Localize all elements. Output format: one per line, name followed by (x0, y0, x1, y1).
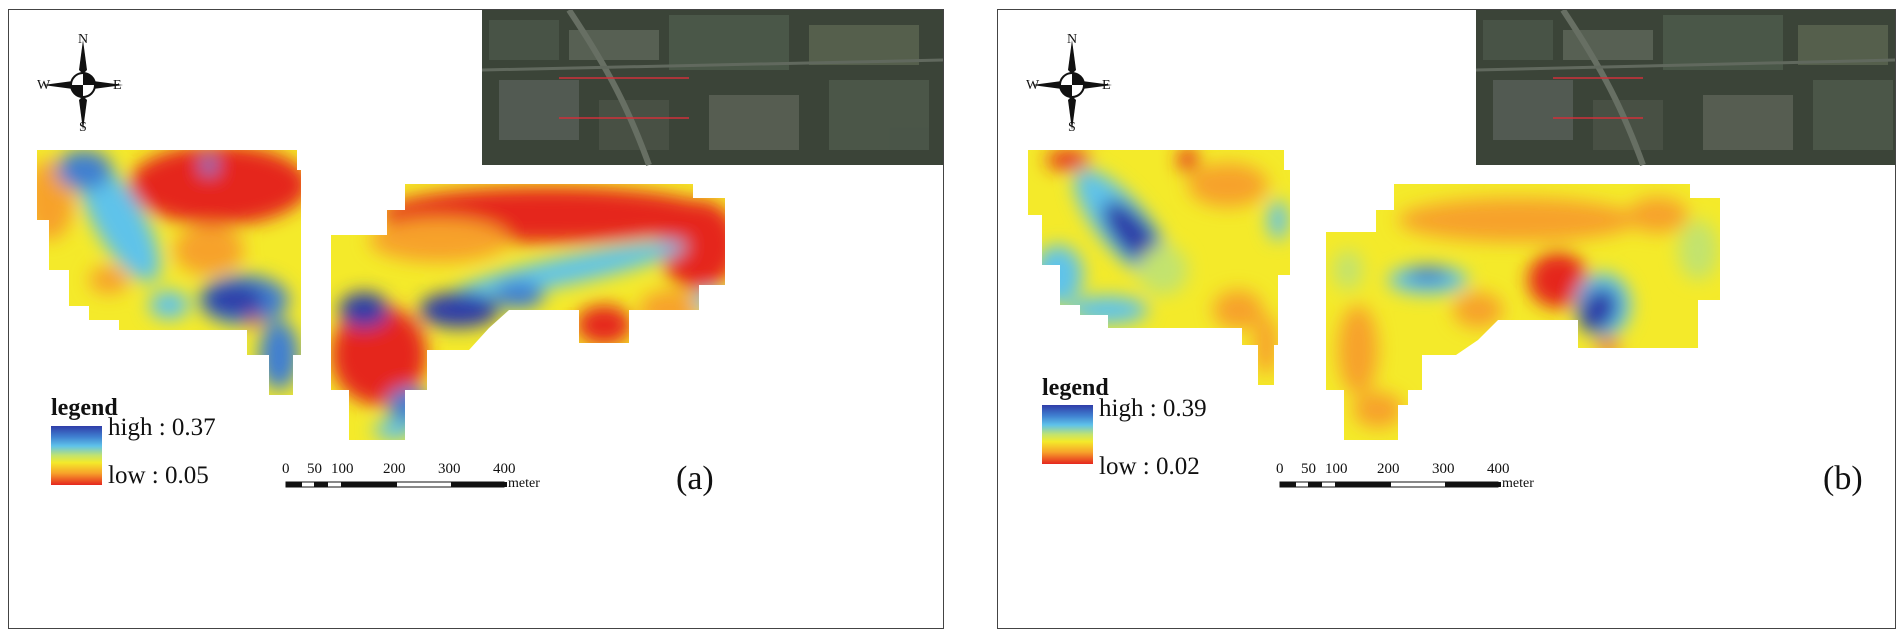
scale-tick-b: 400 (1487, 461, 1510, 477)
heatmap-b (1028, 10, 1895, 488)
compass-rose-a (43, 40, 123, 130)
legend-low-label-b: low : 0.02 (1099, 453, 1200, 480)
compass-rose-b (1032, 40, 1112, 130)
scale-tick-a: 0 (282, 461, 290, 477)
scale-tick-a: 50 (307, 461, 322, 477)
heatmap-a (37, 10, 943, 488)
scale-unit-a: meter (508, 476, 540, 491)
scale-tick-a: 100 (331, 461, 354, 477)
map-panel-a: N S W E legend high : 0.37 low : 0.05 0 … (8, 9, 944, 629)
heatmap-a-east-section (331, 184, 725, 440)
legend-gradient-b (1042, 405, 1093, 464)
compass-south-label-a: S (79, 120, 87, 135)
compass-east-label-b: E (1102, 78, 1111, 93)
legend-low-label-a: low : 0.05 (108, 462, 209, 489)
scale-bar-a (285, 481, 507, 488)
panel-label-a: (a) (676, 460, 714, 497)
scale-bar-b (1279, 481, 1501, 488)
scale-tick-b: 100 (1325, 461, 1348, 477)
satellite-inset-a (481, 10, 943, 167)
satellite-inset-b (1475, 10, 1895, 167)
compass-west-label-b: W (1026, 78, 1040, 93)
map-panel-b: N S W E legend high : 0.39 low : 0.02 0 … (997, 9, 1896, 629)
heatmap-b-east-section (1326, 184, 1720, 440)
compass-north-label-a: N (78, 32, 89, 47)
compass-east-label-a: E (113, 78, 122, 93)
scale-tick-a: 300 (438, 461, 461, 477)
compass-west-label-a: W (37, 78, 51, 93)
legend-high-label-b: high : 0.39 (1099, 395, 1207, 422)
compass-south-label-b: S (1068, 120, 1076, 135)
heatmap-a-west-section (37, 150, 301, 395)
heatmap-b-west-section (1028, 150, 1290, 385)
scale-tick-b: 50 (1301, 461, 1316, 477)
legend-title-a: legend (51, 395, 118, 421)
panel-label-b: (b) (1823, 460, 1863, 497)
scale-tick-a: 400 (493, 461, 516, 477)
compass-north-label-b: N (1067, 32, 1078, 47)
scale-tick-b: 300 (1432, 461, 1455, 477)
legend-gradient-a (51, 426, 102, 485)
legend-title-b: legend (1042, 375, 1109, 401)
scale-tick-b: 0 (1276, 461, 1284, 477)
legend-high-label-a: high : 0.37 (108, 414, 216, 441)
scale-tick-b: 200 (1377, 461, 1400, 477)
scale-unit-b: meter (1502, 476, 1534, 491)
scale-tick-a: 200 (383, 461, 406, 477)
